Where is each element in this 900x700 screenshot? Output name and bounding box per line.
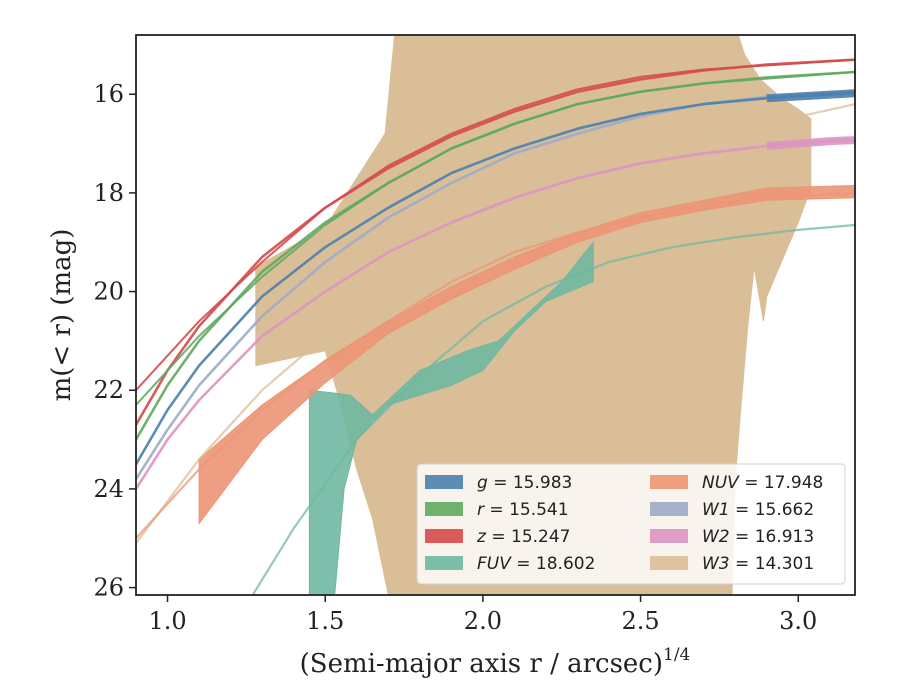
- curve-w3: [136, 103, 855, 544]
- legend-swatch-w3: [650, 556, 688, 570]
- legend-swatch-g: [425, 475, 463, 489]
- legend-label-w3: W3 = 14.301: [702, 554, 814, 574]
- legend-swatch-w1: [650, 502, 688, 516]
- y-tick-label: 26: [93, 574, 124, 602]
- curve-r-fit: [136, 71, 855, 406]
- curve-nuv: [136, 191, 855, 540]
- legend-swatch-nuv: [650, 475, 688, 489]
- band-nuv: [198, 184, 855, 525]
- curve-fuv: [251, 223, 855, 595]
- curve-w2-thick: [766, 136, 855, 150]
- legend-label-w2: W2 = 16.913: [702, 527, 814, 547]
- x-tick-label: 3.0: [779, 607, 817, 635]
- legend-swatch-fuv: [425, 556, 463, 570]
- y-tick-label: 22: [93, 376, 124, 404]
- x-axis: 1.0 1.5 2.0 2.5 3.0: [148, 595, 817, 635]
- legend-label-r: r = 15.541: [477, 500, 569, 520]
- y-tick-label: 18: [93, 179, 124, 207]
- plot-frame: [135, 34, 856, 596]
- legend-swatch-r: [425, 502, 463, 516]
- legend-box: [416, 463, 846, 585]
- curve-g: [136, 91, 855, 465]
- x-tick-label: 2.0: [464, 607, 502, 635]
- legend-swatch-w2: [650, 529, 688, 543]
- x-tick-label: 1.0: [148, 607, 186, 635]
- curve-z-fit: [136, 58, 855, 391]
- legend-label-g: g = 15.983: [477, 473, 572, 493]
- band-fuv: [308, 240, 594, 595]
- legend-label-fuv: FUV = 18.602: [477, 554, 595, 574]
- curve-w2: [136, 138, 855, 490]
- y-tick-label: 24: [93, 475, 124, 503]
- y-axis-label: m(< r) (mag): [47, 229, 77, 402]
- legend-swatch-z: [425, 529, 463, 543]
- legend: g = 15.983 r = 15.541 z = 15.247 FUV = 18.6…: [416, 463, 846, 585]
- y-tick-label: 20: [93, 278, 124, 306]
- legend-label-w1: W1 = 15.662: [702, 500, 814, 520]
- y-axis: 16 18 20 22 24 26: [93, 80, 136, 602]
- x-tick-label: 2.5: [621, 607, 659, 635]
- y-tick-label: 16: [93, 80, 124, 108]
- plot-area: [136, 35, 855, 595]
- legend-label-nuv: NUV = 17.948: [702, 473, 823, 493]
- x-axis-label-power: 1/4: [663, 645, 690, 665]
- x-axis-label: (Semi-major axis r / arcsec)1/4: [300, 645, 691, 679]
- x-tick-label: 1.5: [306, 607, 344, 635]
- band-w3: [255, 35, 812, 595]
- curve-g-thick: [766, 89, 855, 103]
- legend-label-z: z = 15.247: [476, 527, 570, 547]
